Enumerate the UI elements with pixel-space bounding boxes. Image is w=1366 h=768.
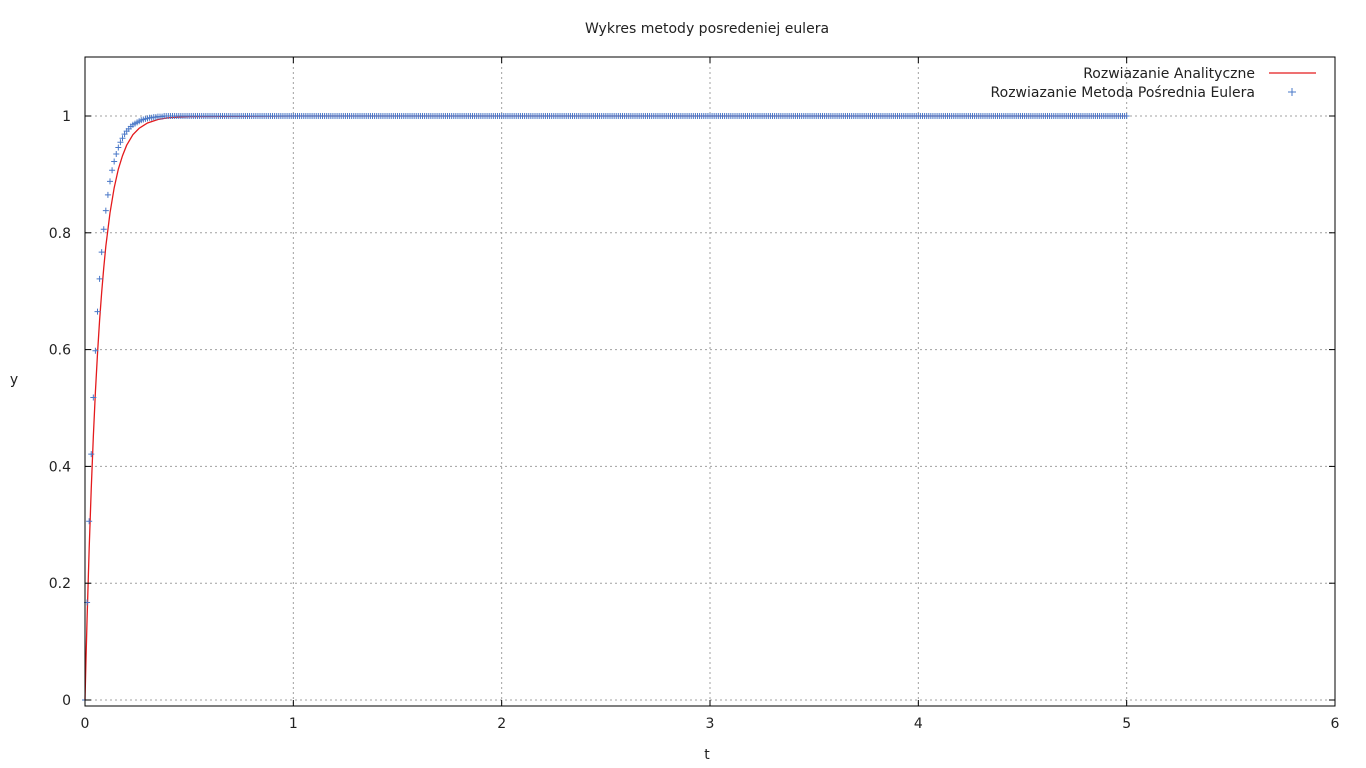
x-tick-label: 6 [1331, 716, 1340, 732]
y-tick-label: 0.2 [49, 576, 71, 592]
euler-point [104, 191, 111, 198]
euler-point [86, 518, 93, 525]
chart-title: Wykres metody posredeniej eulera [585, 21, 829, 37]
y-tick-label: 0 [62, 693, 71, 709]
y-tick-label: 0.8 [49, 226, 71, 242]
analytic-solution-line [84, 115, 1127, 701]
x-axis-label: t [704, 747, 710, 763]
euler-point [117, 139, 124, 146]
euler-point [88, 451, 95, 458]
legend: Rozwiazanie Analityczne Rozwiazanie Metod… [991, 66, 1316, 101]
y-tick-label: 0.4 [49, 459, 71, 475]
x-tick-label: 2 [497, 716, 506, 732]
legend-label-analytic: Rozwiazanie Analityczne [1083, 66, 1255, 82]
legend-swatch-euler [1288, 88, 1296, 96]
euler-point [113, 150, 120, 157]
euler-point [102, 207, 109, 214]
x-tick-label: 4 [914, 716, 923, 732]
legend-label-euler: Rozwiazanie Metoda Pośrednia Eulera [991, 85, 1255, 101]
euler-point [100, 226, 107, 233]
euler-point [96, 275, 103, 282]
euler-point [111, 158, 118, 165]
y-tick-label: 0.6 [49, 343, 71, 359]
euler-point [109, 167, 116, 174]
x-tick-label: 3 [706, 716, 715, 732]
euler-point [94, 308, 101, 315]
grid [85, 57, 1335, 706]
euler-point [115, 144, 122, 151]
euler-points [82, 113, 1130, 703]
euler-point [90, 394, 97, 401]
euler-point [107, 178, 113, 185]
y-tick-label: 1 [62, 109, 71, 125]
x-tick-label: 5 [1122, 716, 1131, 732]
euler-point [92, 347, 99, 354]
euler-point [98, 249, 105, 256]
x-tick-label: 0 [81, 716, 90, 732]
axis-ticks: 0 1 2 3 4 5 6 0 0.2 0.4 0.6 0.8 1 [49, 57, 1340, 732]
y-axis-label: y [10, 372, 18, 388]
euler-point [1123, 113, 1130, 119]
euler-point [119, 135, 126, 142]
series [82, 113, 1130, 703]
x-tick-label: 1 [289, 716, 298, 732]
